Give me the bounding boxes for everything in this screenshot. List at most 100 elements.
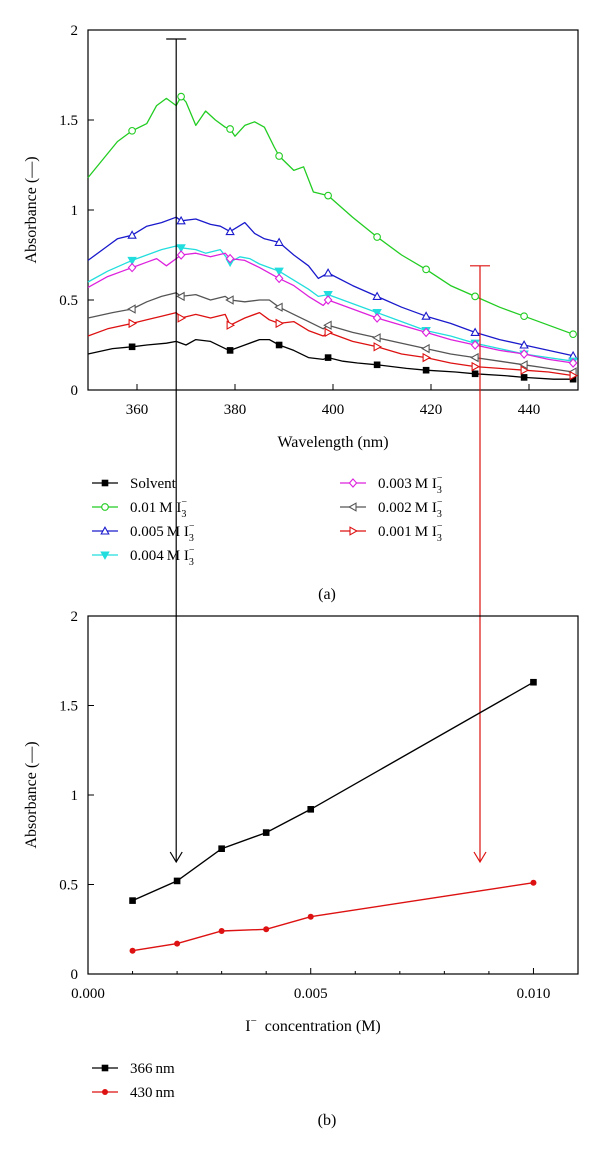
panel-a-series-point-4 bbox=[519, 349, 529, 359]
panel-a-spectra-chart: 360 380 400 420 440 0 0.5 1 1.5 2 Wavelength (nm)… bbox=[23, 23, 579, 864]
legend-label-subscript-1: 3 bbox=[181, 509, 186, 520]
panel-a-series-point-5 bbox=[176, 291, 185, 302]
legend-label-subscript-2: 3 bbox=[189, 533, 194, 544]
panel-a-series-point-2 bbox=[127, 230, 137, 239]
legend-label-5: 0.002 M I3− bbox=[378, 497, 443, 520]
panel-b-series-line-1 bbox=[132, 882, 534, 952]
panel-a-series-point-5 bbox=[274, 302, 283, 312]
panel-a-series-point-2 bbox=[421, 311, 431, 320]
panel-a-series-point-2 bbox=[274, 237, 284, 246]
panel-a-series-point-0 bbox=[373, 361, 381, 369]
panel-a-series-point-0 bbox=[520, 374, 528, 381]
panel-a-series-point-4 bbox=[274, 273, 284, 284]
panel-b-series-point-1 bbox=[174, 940, 181, 947]
panel-b-x-axis-label-charge: − bbox=[251, 1015, 257, 1027]
panel-a-series-point-1 bbox=[520, 312, 528, 321]
panel-b-x-tick-label: 0.010 bbox=[517, 986, 551, 1002]
panel-b-series-line-0 bbox=[132, 681, 534, 902]
panel-a-series-point-6 bbox=[569, 370, 579, 381]
panel-a-series-point-1 bbox=[422, 265, 430, 274]
legend-label-charge-4: − bbox=[437, 473, 443, 484]
panel-a-series-point-0 bbox=[275, 341, 283, 349]
panel-a-series-point-0 bbox=[569, 375, 577, 383]
panel-b-series-point-1 bbox=[530, 879, 537, 886]
legend-label-3: 0.004 M I3− bbox=[130, 545, 195, 568]
panel-a-series-point-2 bbox=[176, 215, 186, 225]
panel-a-series-point-6 bbox=[275, 318, 285, 329]
panel-a-series-point-5 bbox=[470, 352, 479, 363]
panel-a-series-point-1 bbox=[226, 125, 234, 133]
arrow-head-0 bbox=[169, 851, 183, 864]
panel-a-x-axis-label: Wavelength (nm) bbox=[277, 434, 388, 451]
arrow-head-1 bbox=[473, 851, 487, 864]
legend-label-2: 0.005 M I3− bbox=[130, 521, 195, 544]
legend-label-1: 0.01 M I3− bbox=[130, 497, 187, 520]
panel-a-series-point-1 bbox=[177, 92, 185, 101]
panel-a-series-point-1 bbox=[373, 233, 381, 241]
panel-a-series-point-0 bbox=[422, 366, 430, 374]
legend-label-subscript-3: 3 bbox=[189, 557, 194, 568]
panel-b-series-point-1 bbox=[307, 913, 314, 920]
panel-a-series-point-1 bbox=[128, 126, 136, 135]
panel-a-y-tick-label: 1.5 bbox=[59, 113, 78, 129]
legend-label-charge-1: − bbox=[181, 497, 187, 508]
panel-b-y-tick-label: 1.5 bbox=[59, 699, 78, 715]
panel-a-series-point-3 bbox=[176, 244, 186, 253]
panel-a-series-point-1 bbox=[569, 330, 577, 339]
panel-b-series-point-0 bbox=[530, 678, 537, 686]
panel-a-series-point-2 bbox=[323, 268, 333, 277]
panel-a-series-point-5 bbox=[372, 333, 381, 343]
panel-a-series-point-6 bbox=[373, 342, 383, 352]
panel-a-series-point-6 bbox=[471, 361, 481, 372]
panel-a-series-point-1 bbox=[471, 292, 479, 301]
panel-a-series-point-6 bbox=[520, 365, 530, 375]
panel-b-concentration-chart: 0.000 0.005 0.010 0 0.5 1 1.5 2 I− concentratio… bbox=[23, 609, 579, 1129]
panel-a-y-axis-label: Absorbance (—) bbox=[23, 156, 40, 263]
panel-a-series-point-1 bbox=[275, 152, 283, 160]
panel-a-series-point-2 bbox=[372, 291, 382, 300]
panel-a-series-1 bbox=[87, 92, 577, 339]
panel-b-series-point-0 bbox=[218, 845, 225, 852]
panel-a-series-point-4 bbox=[470, 340, 480, 350]
panel-a-series-5 bbox=[87, 291, 577, 377]
panel-b-legend-swatch-marker-1 bbox=[102, 1089, 108, 1095]
legend-label-charge-6: − bbox=[437, 521, 443, 532]
panel-a-series-point-6 bbox=[128, 318, 138, 329]
panel-a-series-2 bbox=[87, 215, 578, 360]
legend-swatch-marker-6 bbox=[349, 526, 358, 536]
panel-b-series-point-0 bbox=[262, 829, 270, 836]
panel-a-series-point-4 bbox=[372, 313, 382, 323]
panel-a-series-line-3 bbox=[87, 245, 574, 362]
panel-a-x-tick-label: 440 bbox=[518, 402, 541, 418]
panel-a-x-tick-label: 420 bbox=[420, 402, 443, 418]
legend-label-charge-5: − bbox=[437, 497, 443, 508]
panel-a-series-point-0 bbox=[226, 347, 234, 354]
legend-label-text-2: 0.005 M I bbox=[130, 524, 189, 540]
panel-a-y-tick-label: 0 bbox=[71, 383, 79, 399]
panel-a-series-point-4 bbox=[127, 262, 137, 273]
panel-b-y-axis-label: Absorbance (—) bbox=[23, 741, 40, 848]
legend-swatch-marker-5 bbox=[348, 502, 357, 512]
legend-label-4: 0.003 M I3− bbox=[378, 473, 443, 496]
panel-a-series-point-2 bbox=[470, 327, 480, 336]
panel-a-series-point-3 bbox=[274, 267, 284, 277]
panel-a-series-point-0 bbox=[128, 343, 136, 351]
panel-a-x-tick-label: 380 bbox=[224, 402, 247, 418]
panel-b-legend-label-0: 366 nm bbox=[130, 1061, 175, 1077]
panel-b-series-point-1 bbox=[129, 947, 136, 954]
panel-a-series-point-0 bbox=[471, 370, 479, 378]
panel-b-y-tick-label: 1 bbox=[71, 788, 79, 804]
panel-b-plot-frame bbox=[87, 615, 579, 975]
panel-b-y-tick-label: 0 bbox=[71, 967, 79, 983]
panel-a-y-tick-label: 0.5 bbox=[59, 293, 78, 309]
panel-b-series-point-1 bbox=[218, 928, 225, 935]
panel-b-legend-swatch-marker-0 bbox=[101, 1064, 109, 1072]
panel-b-x-axis-label: I− concentration (M) bbox=[245, 1015, 381, 1035]
panel-a-x-tick-label: 400 bbox=[322, 402, 345, 418]
panel-a-series-point-2 bbox=[519, 340, 529, 349]
panel-a-series-point-4 bbox=[323, 295, 333, 305]
panel-b-legend: 366 nm 430 nm bbox=[92, 1061, 175, 1101]
panel-a-series-line-2 bbox=[87, 216, 574, 357]
panel-a-plot-frame bbox=[87, 29, 579, 391]
panel-a-series-point-6 bbox=[324, 327, 334, 338]
